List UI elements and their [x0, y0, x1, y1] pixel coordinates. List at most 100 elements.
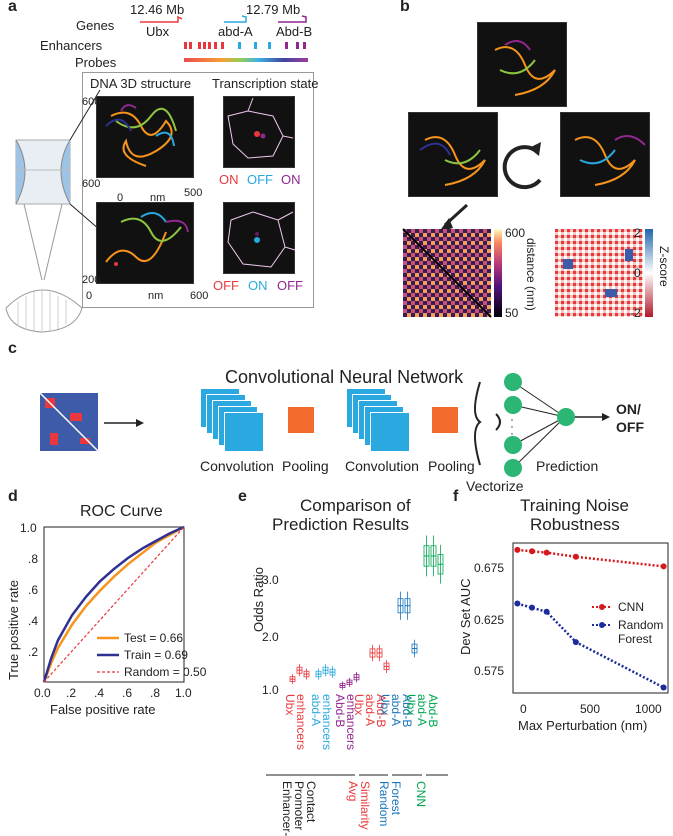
roc-legend-random: Random = 0.50: [124, 665, 207, 679]
gene-track: [140, 15, 308, 62]
pool2-label: Pooling: [428, 458, 475, 474]
cube2-unit: nm: [148, 290, 164, 302]
distance-heatmap: [402, 228, 492, 318]
roc-series-line: [42, 525, 185, 683]
prediction-label: Prediction: [536, 458, 599, 474]
state1-ubx: ON: [219, 172, 239, 187]
title-dna-structure: DNA 3D structure: [90, 76, 192, 91]
noise-series-line: [517, 602, 665, 689]
state1-abdb: ON: [281, 172, 301, 187]
roc-xtick: .2: [66, 686, 77, 700]
noise-point: [543, 608, 550, 615]
noise-point: [514, 546, 521, 553]
noise-legend-rf: Random Forest: [618, 618, 664, 646]
zscore-mid: 0: [634, 266, 641, 280]
odds-ytick: 2.0: [262, 630, 279, 644]
odds-ytick: 3.0: [262, 573, 279, 587]
roc-xtick: 0.0: [34, 686, 51, 700]
cube1-x-tick-1: 0: [117, 192, 124, 204]
noise-point: [572, 639, 579, 646]
state2-ubx: OFF: [213, 278, 239, 293]
state1-abda: OFF: [247, 172, 273, 187]
noise-chart: [512, 542, 669, 694]
roc-xtick: .6: [122, 686, 133, 700]
group-label: Contact: [304, 781, 318, 823]
roc-xtick: .8: [150, 686, 161, 700]
dna-trace-1: [105, 104, 177, 167]
zscore-heatmap: [555, 229, 643, 317]
pool2-block: [432, 407, 458, 433]
category-label: enhancers: [294, 694, 308, 751]
conv2-label: Convolution: [345, 458, 419, 474]
transcription-cells-1: [227, 97, 294, 159]
roc-legend-train: Train = 0.69: [124, 648, 188, 662]
noise-point: [514, 600, 521, 607]
roc-xtick: .4: [94, 686, 105, 700]
output-node: [557, 408, 575, 426]
dense-ellipsis: · · ·: [510, 412, 514, 440]
group-label: CNN: [414, 781, 428, 807]
cube1-unit: nm: [150, 192, 166, 204]
cnn-title: Convolutional Neural Network: [225, 367, 464, 387]
dense-node-3: [504, 436, 522, 454]
state2-abdb: OFF: [277, 278, 303, 293]
noise-point: [529, 548, 536, 555]
panel-label-b: b: [400, 0, 410, 15]
arrow-to-conv: [104, 419, 144, 427]
conv2-map-5: [370, 412, 410, 452]
perturb-xtick: 500: [580, 702, 601, 716]
dna-trace-2: [105, 212, 189, 266]
noise-point: [543, 549, 550, 556]
noise-legend-cnn: CNN: [618, 600, 644, 614]
gene-label-ubx: Ubx: [146, 24, 170, 39]
roc-legend-test: Test = 0.66: [124, 631, 184, 645]
zscore-label: Z-score: [657, 246, 671, 287]
dense-node-4: [504, 459, 522, 477]
roc-title: ROC Curve: [80, 503, 163, 520]
roc-ylabel: True positive rate: [6, 580, 21, 680]
zscore-max: 2: [634, 226, 641, 240]
roc-xtick: 1.0: [175, 686, 192, 700]
distance-min: 50: [505, 306, 519, 320]
dense-node-1: [504, 373, 522, 391]
panel-a-frame: [82, 72, 314, 308]
input-zscore-map: [39, 392, 99, 452]
panel-label-a: a: [8, 0, 17, 15]
conv1-label: Convolution: [200, 458, 274, 474]
roc-ytick: .2: [28, 645, 39, 659]
roc-legend-swatches: [97, 636, 119, 673]
vectorize-lines: [474, 381, 610, 469]
perturb-xtick: 1000: [635, 702, 662, 716]
comparison-title-1: Comparison of: [300, 496, 411, 515]
auc-ytick: 0.675: [474, 561, 505, 575]
roc-ytick: .8: [28, 552, 39, 566]
state2-abda: ON: [248, 278, 268, 293]
rotated-traces: [419, 40, 646, 232]
perturb-xlabel: Max Perturbation (nm): [518, 718, 648, 733]
embryo-sketch: [5, 89, 101, 333]
gene-label-abdb: Abd-B: [276, 24, 313, 39]
noise-point: [660, 684, 667, 691]
pool1-label: Pooling: [282, 458, 329, 474]
group-underlines: [266, 774, 448, 776]
noise-title-1: Training Noise: [520, 496, 629, 515]
noise-series-line: [517, 548, 664, 568]
cube2-x-tick-0: 0: [86, 290, 93, 302]
roc-series-line: [42, 525, 185, 683]
gene-label-abda: abd-A: [218, 24, 253, 39]
distance-colorbar: [494, 229, 502, 317]
cube1-y-tick: 600: [82, 96, 101, 108]
row-label-enhancers: Enhancers: [40, 38, 103, 53]
distance-label: distance (nm): [524, 238, 538, 311]
group-label: Forest: [389, 781, 403, 816]
zscore-min: -2: [630, 306, 641, 320]
panel-label-f: f: [453, 488, 459, 505]
position-left: 12.46 Mb: [130, 2, 185, 17]
roc-xlabel: False positive rate: [50, 702, 156, 717]
vectorize-label: Vectorize: [466, 478, 524, 494]
noise-legend-swatches: [592, 604, 612, 628]
perturb-xtick: 0: [520, 702, 527, 716]
group-label: Similarity: [358, 781, 372, 830]
category-label: enhancers: [320, 694, 334, 751]
row-label-probes: Probes: [75, 55, 117, 70]
